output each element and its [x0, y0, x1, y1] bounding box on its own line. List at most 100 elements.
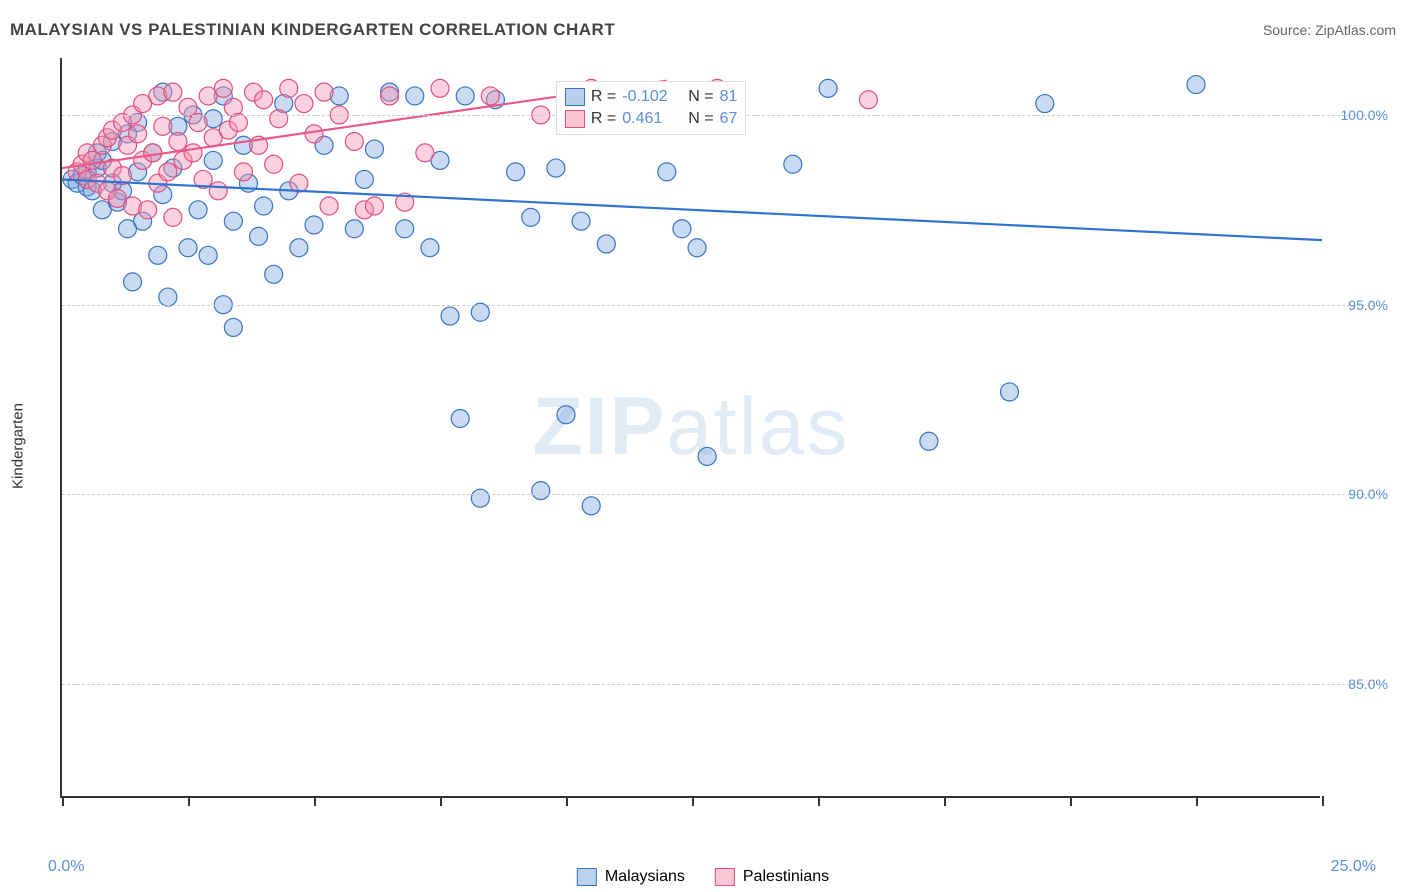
- scatter-point: [250, 227, 268, 245]
- scatter-point: [124, 273, 142, 291]
- scatter-point: [224, 212, 242, 230]
- legend-item: Malaysians: [577, 868, 685, 886]
- x-tick: [818, 796, 820, 806]
- gridline: [62, 684, 1380, 685]
- stats-box: R = -0.102 N = 81R = 0.461 N = 67: [556, 81, 746, 135]
- x-axis-max-label: 25.0%: [1331, 858, 1376, 876]
- scatter-point: [315, 83, 333, 101]
- scatter-point: [305, 125, 323, 143]
- scatter-point: [189, 201, 207, 219]
- x-tick: [440, 796, 442, 806]
- scatter-point: [229, 114, 247, 132]
- scatter-point: [471, 489, 489, 507]
- y-tick-label: 85.0%: [1348, 676, 1388, 692]
- scatter-point: [295, 95, 313, 113]
- scatter-point: [265, 155, 283, 173]
- scatter-point: [698, 447, 716, 465]
- scatter-point: [431, 79, 449, 97]
- scatter-point: [381, 87, 399, 105]
- scatter-point: [179, 98, 197, 116]
- scatter-point: [255, 91, 273, 109]
- scatter-point: [522, 208, 540, 226]
- chart-title: MALAYSIAN VS PALESTINIAN KINDERGARTEN CO…: [10, 20, 615, 40]
- legend-item: Palestinians: [715, 868, 829, 886]
- x-tick: [1322, 796, 1324, 806]
- scatter-point: [139, 201, 157, 219]
- scatter-point: [673, 220, 691, 238]
- legend-swatch-icon: [577, 868, 597, 886]
- x-tick: [566, 796, 568, 806]
- scatter-point: [547, 159, 565, 177]
- scatter-point: [144, 144, 162, 162]
- x-tick: [692, 796, 694, 806]
- legend-label: Malaysians: [605, 868, 685, 886]
- scatter-point: [184, 144, 202, 162]
- scatter-point: [507, 163, 525, 181]
- scatter-point: [179, 239, 197, 257]
- scatter-point: [320, 197, 338, 215]
- scatter-point: [920, 432, 938, 450]
- scatter-point: [557, 406, 575, 424]
- x-tick: [188, 796, 190, 806]
- scatter-point: [572, 212, 590, 230]
- stats-row: R = -0.102 N = 81: [565, 86, 737, 108]
- legend-swatch-icon: [715, 868, 735, 886]
- chart-svg: [62, 58, 1320, 796]
- x-tick: [314, 796, 316, 806]
- scatter-point: [149, 246, 167, 264]
- scatter-point: [305, 216, 323, 234]
- scatter-point: [819, 79, 837, 97]
- scatter-point: [270, 110, 288, 128]
- scatter-point: [255, 197, 273, 215]
- scatter-point: [290, 239, 308, 257]
- scatter-point: [441, 307, 459, 325]
- scatter-point: [159, 288, 177, 306]
- scatter-point: [83, 151, 101, 169]
- plot-area: ZIPatlas 85.0%90.0%95.0%100.0% R = -0.10…: [60, 58, 1320, 798]
- scatter-point: [456, 87, 474, 105]
- scatter-point: [365, 197, 383, 215]
- scatter-point: [209, 182, 227, 200]
- scatter-point: [199, 246, 217, 264]
- scatter-point: [396, 220, 414, 238]
- scatter-point: [234, 163, 252, 181]
- scatter-point: [265, 265, 283, 283]
- y-axis-title: Kindergarten: [10, 403, 27, 489]
- scatter-point: [1187, 76, 1205, 94]
- scatter-point: [1036, 95, 1054, 113]
- scatter-point: [345, 132, 363, 150]
- scatter-point: [214, 79, 232, 97]
- scatter-point: [471, 303, 489, 321]
- scatter-point: [451, 410, 469, 428]
- scatter-point: [1001, 383, 1019, 401]
- scatter-point: [481, 87, 499, 105]
- scatter-point: [164, 208, 182, 226]
- scatter-point: [784, 155, 802, 173]
- x-tick: [62, 796, 64, 806]
- x-axis-min-label: 0.0%: [48, 858, 84, 876]
- scatter-point: [129, 125, 147, 143]
- scatter-point: [597, 235, 615, 253]
- scatter-point: [532, 482, 550, 500]
- scatter-point: [169, 132, 187, 150]
- scatter-point: [159, 163, 177, 181]
- scatter-point: [164, 83, 182, 101]
- x-tick: [1196, 796, 1198, 806]
- scatter-point: [416, 144, 434, 162]
- pink-swatch-icon: [565, 110, 585, 128]
- source-label: Source: ZipAtlas.com: [1263, 22, 1396, 38]
- scatter-point: [345, 220, 363, 238]
- y-tick-label: 90.0%: [1348, 486, 1388, 502]
- legend-label: Palestinians: [743, 868, 829, 886]
- x-tick: [1070, 796, 1072, 806]
- legend: Malaysians Palestinians: [577, 868, 829, 886]
- scatter-point: [421, 239, 439, 257]
- scatter-point: [658, 163, 676, 181]
- scatter-point: [406, 87, 424, 105]
- blue-swatch-icon: [565, 88, 585, 106]
- scatter-point: [204, 151, 222, 169]
- stats-row: R = 0.461 N = 67: [565, 108, 737, 130]
- scatter-point: [859, 91, 877, 109]
- scatter-point: [224, 318, 242, 336]
- gridline: [62, 494, 1380, 495]
